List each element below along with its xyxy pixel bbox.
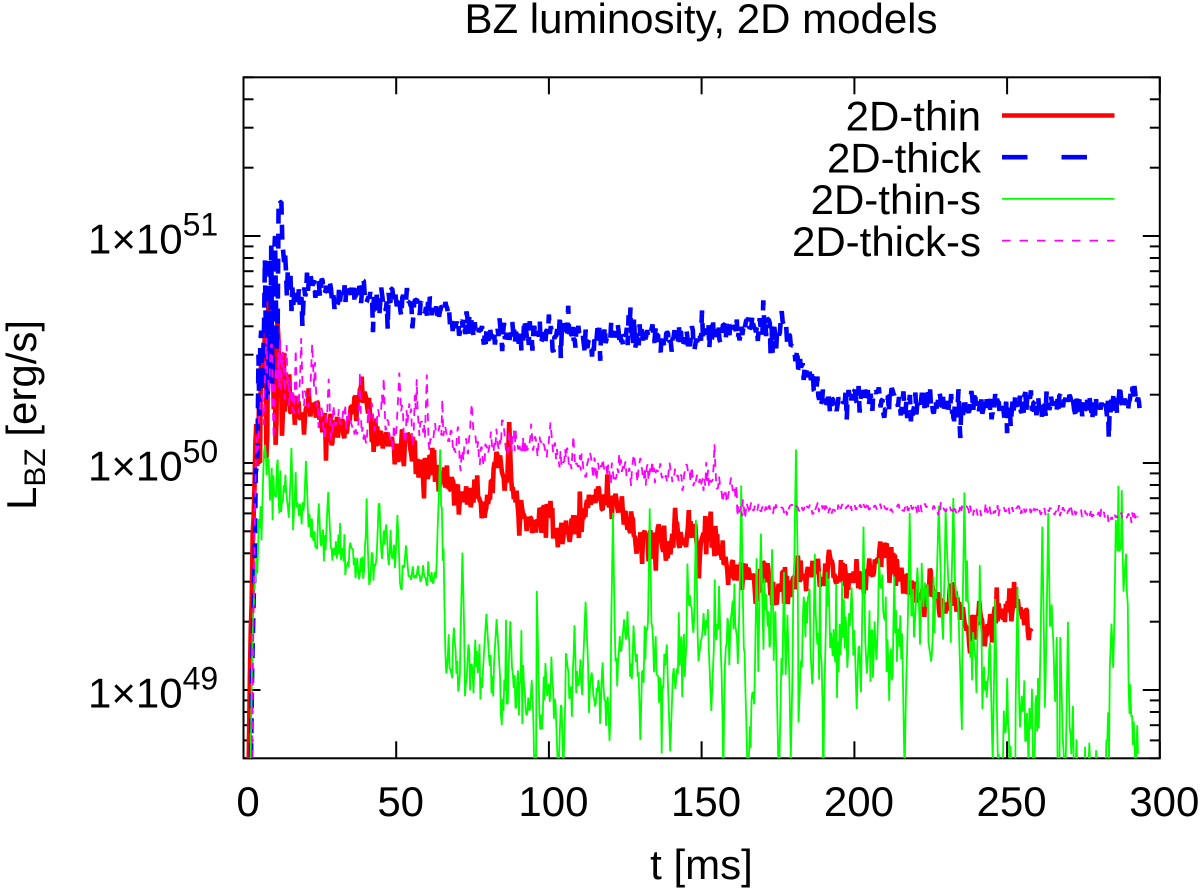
svg-text:300: 300 (1129, 778, 1199, 825)
svg-text:2D-thin-s: 2D-thin-s (811, 176, 981, 223)
svg-text:2D-thin: 2D-thin (846, 93, 981, 140)
svg-text:BZ luminosity, 2D models: BZ luminosity, 2D models (464, 0, 937, 42)
svg-text:LBZ [erg/s]: LBZ [erg/s] (0, 320, 52, 510)
svg-text:200: 200 (824, 778, 894, 825)
svg-text:250: 250 (977, 778, 1047, 825)
svg-text:0: 0 (236, 778, 259, 825)
svg-text:100: 100 (518, 778, 588, 825)
svg-text:t [ms]: t [ms] (650, 841, 753, 888)
svg-text:2D-thick-s: 2D-thick-s (792, 218, 981, 265)
svg-text:150: 150 (671, 778, 741, 825)
svg-text:50: 50 (377, 778, 424, 825)
svg-text:2D-thick: 2D-thick (827, 134, 982, 181)
